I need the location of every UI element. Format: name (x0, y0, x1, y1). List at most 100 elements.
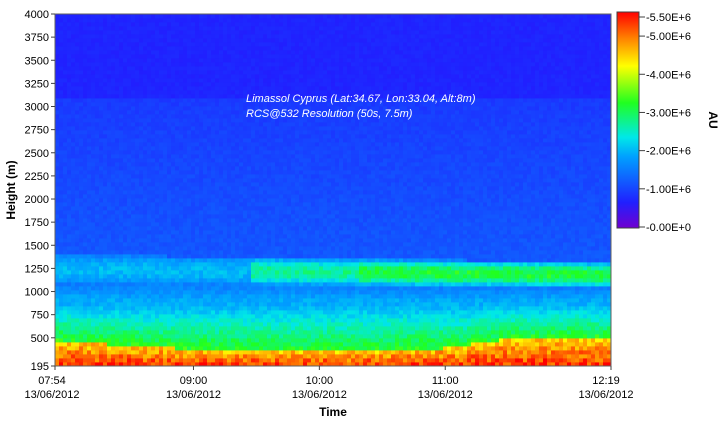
heatmap-cell (107, 214, 112, 219)
heatmap-cell (71, 78, 76, 83)
heatmap-cell (99, 118, 104, 123)
heatmap-cell (251, 62, 256, 67)
heatmap-cell (147, 82, 152, 87)
heatmap-cell (147, 150, 152, 155)
heatmap-cell (183, 282, 188, 287)
heatmap-cell (271, 226, 276, 231)
heatmap-cell (191, 78, 196, 83)
heatmap-cell (219, 106, 224, 111)
heatmap-cell (243, 354, 248, 359)
heatmap-cell (263, 234, 268, 239)
heatmap-cell (263, 154, 268, 159)
heatmap-cell (223, 354, 228, 359)
heatmap-cell (67, 294, 72, 299)
heatmap-cell (67, 14, 72, 19)
heatmap-cell (243, 98, 248, 103)
heatmap-cell (195, 78, 200, 83)
heatmap-cell (195, 238, 200, 243)
heatmap-cell (159, 274, 164, 279)
heatmap-cell (231, 222, 236, 227)
heatmap-cell (171, 46, 176, 51)
heatmap-cell (227, 54, 232, 59)
heatmap-cell (227, 90, 232, 95)
heatmap-cell (87, 250, 92, 255)
heatmap-cell (67, 30, 72, 35)
heatmap-cell (123, 298, 128, 303)
heatmap-cell (227, 218, 232, 223)
heatmap-cell (127, 250, 132, 255)
heatmap-cell (63, 206, 68, 211)
heatmap-cell (87, 98, 92, 103)
heatmap-cell (263, 94, 268, 99)
heatmap-cell (199, 42, 204, 47)
heatmap-cell (239, 70, 244, 75)
heatmap-cell (223, 322, 228, 327)
heatmap-cell (251, 338, 256, 343)
heatmap-cell (175, 278, 180, 283)
heatmap-cell (63, 150, 68, 155)
heatmap-cell (199, 54, 204, 59)
heatmap-cell (279, 302, 284, 307)
heatmap-cell (67, 166, 72, 171)
heatmap-cell (203, 122, 208, 127)
heatmap-cell (191, 314, 196, 319)
heatmap-cell (63, 126, 68, 131)
heatmap-cell (175, 274, 180, 279)
heatmap-cell (75, 306, 80, 311)
heatmap-cell (211, 42, 216, 47)
heatmap-cell (111, 258, 116, 263)
heatmap-cell (175, 46, 180, 51)
heatmap-cell (99, 162, 104, 167)
heatmap-cell (223, 86, 228, 91)
heatmap-cell (191, 258, 196, 263)
heatmap-cell (107, 158, 112, 163)
heatmap-cell (159, 278, 164, 283)
heatmap-cell (175, 354, 180, 359)
heatmap-cell (95, 158, 100, 163)
heatmap-cell (171, 154, 176, 159)
heatmap-cell (107, 150, 112, 155)
heatmap-cell (203, 326, 208, 331)
heatmap-cell (211, 146, 216, 151)
heatmap-cell (271, 26, 276, 31)
heatmap-cell (143, 62, 148, 67)
heatmap-cell (267, 170, 272, 175)
heatmap-cell (231, 202, 236, 207)
heatmap-cell (179, 354, 184, 359)
heatmap-cell (219, 302, 224, 307)
heatmap-cell (239, 90, 244, 95)
heatmap-cell (263, 74, 268, 79)
heatmap-cell (91, 210, 96, 215)
heatmap-cell (275, 342, 280, 347)
heatmap-cell (59, 334, 64, 339)
heatmap-cell (231, 306, 236, 311)
heatmap-cell (115, 262, 120, 267)
heatmap-cell (87, 54, 92, 59)
heatmap-cell (63, 110, 68, 115)
heatmap-cell (115, 170, 120, 175)
heatmap-cell (167, 178, 172, 183)
heatmap-cell (67, 326, 72, 331)
heatmap-cell (191, 146, 196, 151)
heatmap-cell (203, 258, 208, 263)
heatmap-cell (103, 278, 108, 283)
heatmap-cell (147, 66, 152, 71)
heatmap-cell (207, 106, 212, 111)
heatmap-cell (67, 194, 72, 199)
heatmap-cell (263, 278, 268, 283)
heatmap-cell (55, 302, 60, 307)
heatmap-cell (247, 94, 252, 99)
heatmap-cell (67, 150, 72, 155)
heatmap-cell (175, 118, 180, 123)
heatmap-cell (271, 62, 276, 67)
heatmap-cell (79, 66, 84, 71)
heatmap-cell (71, 30, 76, 35)
heatmap-cell (239, 22, 244, 27)
heatmap-cell (159, 226, 164, 231)
heatmap-cell (147, 34, 152, 39)
heatmap-cell (187, 18, 192, 23)
heatmap-cell (271, 346, 276, 351)
heatmap-cell (219, 290, 224, 295)
heatmap-cell (163, 322, 168, 327)
heatmap-cell (207, 214, 212, 219)
